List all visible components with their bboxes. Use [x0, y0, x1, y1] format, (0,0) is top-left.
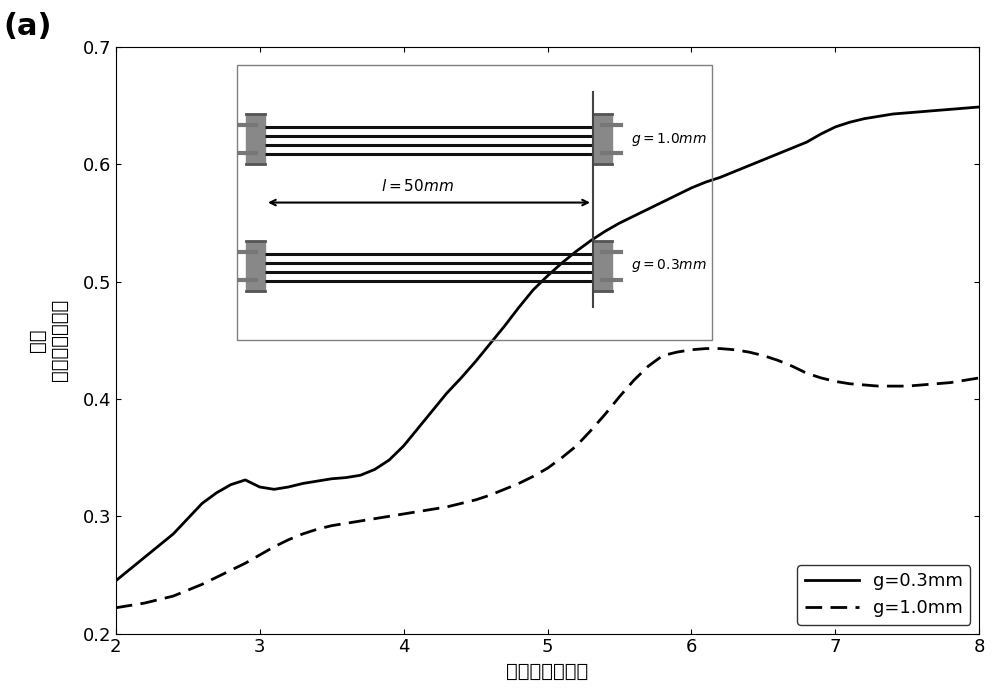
- g=1.0mm: [628, 376, 640, 384]
- Text: (a): (a): [3, 12, 52, 41]
- X-axis label: 频率（千兆赫）: 频率（千兆赫）: [506, 662, 589, 681]
- Line: g=0.3mm: g=0.3mm: [116, 107, 979, 580]
- g=1.0mm: [570, 442, 582, 450]
- g=1.0mm: [412, 507, 424, 516]
- Legend: g=0.3mm, g=1.0mm: g=0.3mm, g=1.0mm: [797, 565, 970, 624]
- g=0.3mm: [858, 115, 870, 123]
- Y-axis label: 衰减
（分贝／毫米）: 衰减 （分贝／毫米）: [28, 299, 68, 381]
- g=0.3mm: [110, 576, 122, 585]
- g=1.0mm: [973, 374, 985, 382]
- g=1.0mm: [110, 603, 122, 612]
- g=1.0mm: [311, 525, 323, 533]
- g=0.3mm: [973, 103, 985, 111]
- g=1.0mm: [700, 345, 712, 353]
- g=0.3mm: [311, 477, 323, 485]
- g=1.0mm: [282, 536, 294, 544]
- g=1.0mm: [873, 382, 885, 390]
- g=0.3mm: [628, 212, 640, 220]
- Line: g=1.0mm: g=1.0mm: [116, 349, 979, 608]
- g=0.3mm: [570, 247, 582, 255]
- g=0.3mm: [412, 424, 424, 432]
- g=0.3mm: [282, 483, 294, 491]
